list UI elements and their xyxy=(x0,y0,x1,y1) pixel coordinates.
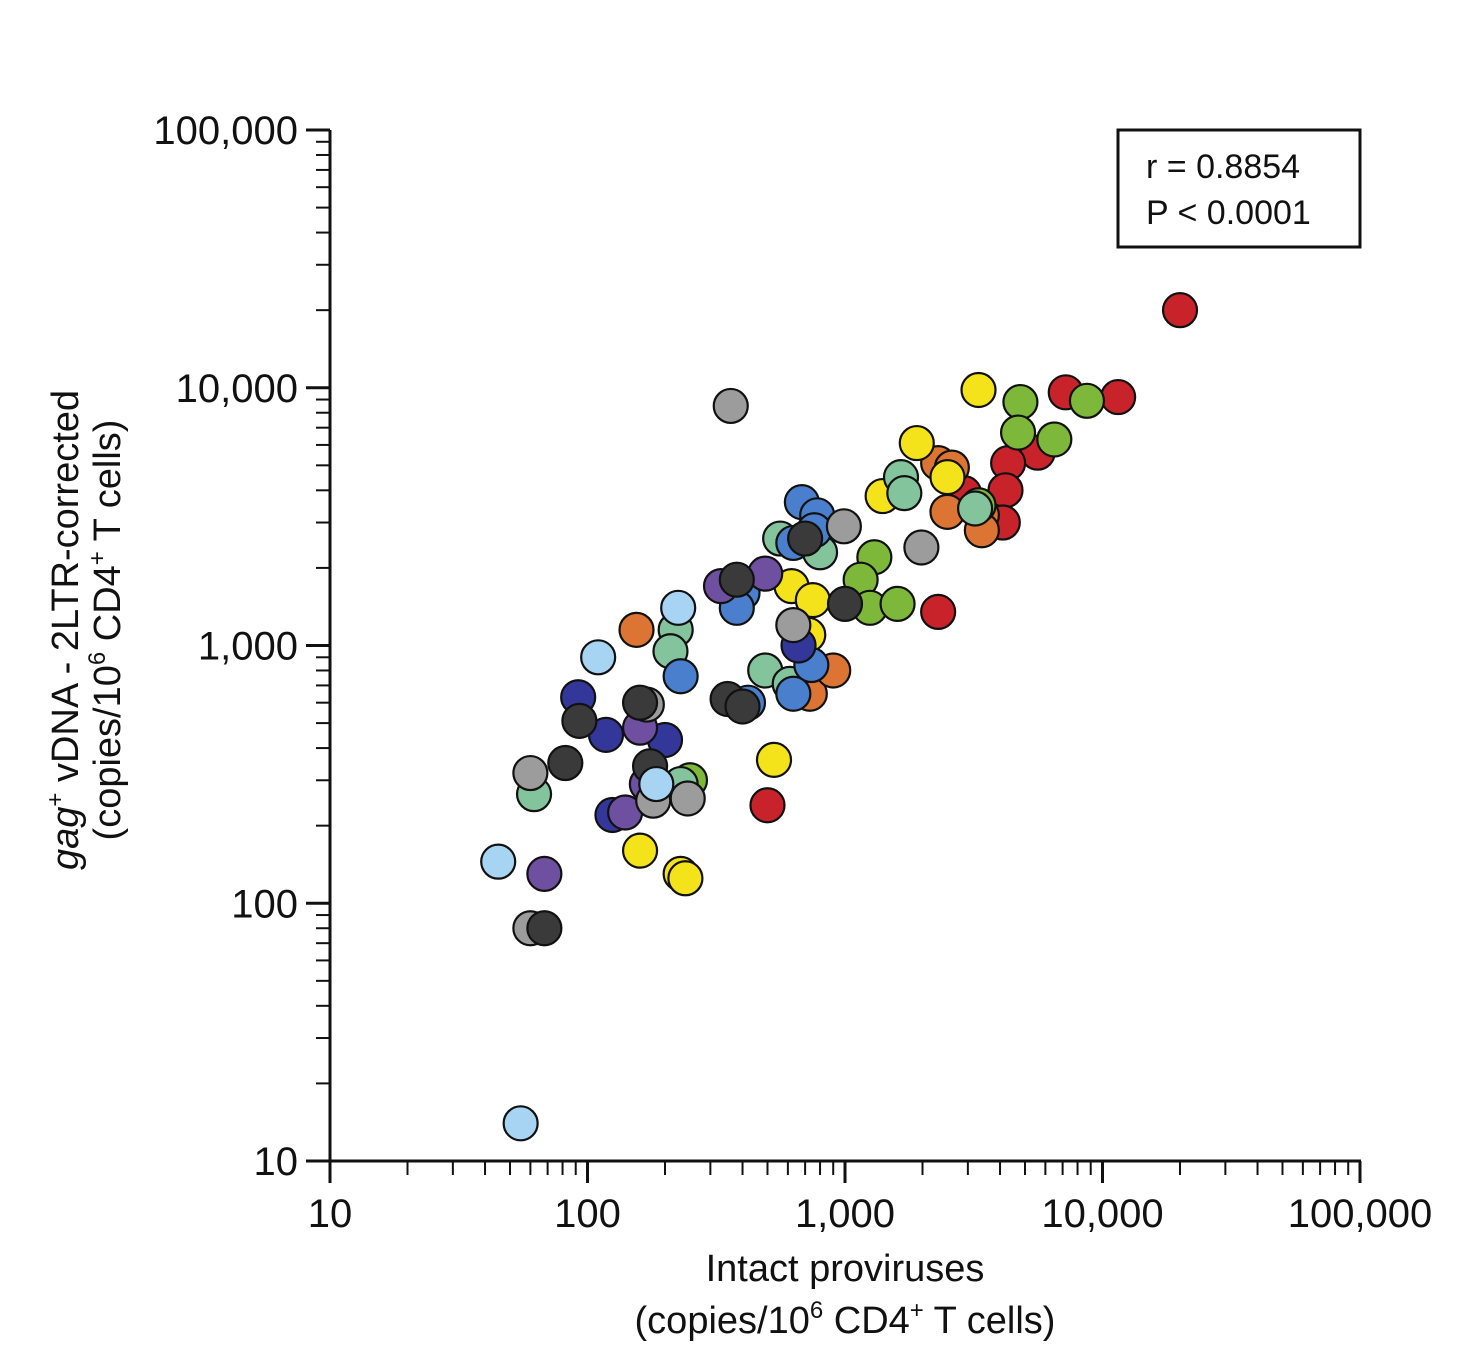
y-tick-label: 100 xyxy=(231,882,298,926)
data-point xyxy=(561,702,598,739)
data-point xyxy=(929,459,966,496)
data-point xyxy=(724,688,761,725)
data-point xyxy=(825,508,862,545)
data-point xyxy=(718,561,755,598)
data-point xyxy=(621,832,659,869)
data-point xyxy=(1002,383,1039,421)
x-tick-label: 1,000 xyxy=(795,1192,895,1236)
data-point xyxy=(526,910,563,947)
stats-r: r = 0.8854 xyxy=(1146,148,1300,186)
data-point xyxy=(1036,421,1073,458)
data-point xyxy=(775,675,812,712)
data-point xyxy=(502,1105,539,1142)
stats-box: r = 0.8854 P < 0.0001 xyxy=(1116,128,1362,249)
data-point xyxy=(638,765,675,803)
data-point xyxy=(898,424,935,462)
data-point xyxy=(712,387,749,425)
stats-box-border xyxy=(1116,128,1362,249)
data-points xyxy=(480,292,1199,1142)
y-axis-title: gag+ vDNA - 2LTR-corrected xyxy=(42,390,87,870)
data-point xyxy=(547,744,584,782)
y-axis-title-line2-group: (copies/106 CD4+ T cells) xyxy=(84,420,129,841)
data-point xyxy=(749,787,786,824)
x-axis-subtitle: (copies/106 CD4+ T cells) xyxy=(635,1297,1056,1342)
x-tick-label: 100 xyxy=(554,1192,621,1236)
data-point xyxy=(920,593,957,631)
data-point xyxy=(1068,382,1106,419)
y-axis-title-line1-group: gag+ vDNA - 2LTR-corrected xyxy=(42,390,87,870)
data-point xyxy=(960,371,997,409)
x-tick-label: 10 xyxy=(308,1192,353,1236)
stats-p: P < 0.0001 xyxy=(1146,194,1311,232)
data-point xyxy=(886,475,923,512)
y-tick-label: 1,000 xyxy=(198,625,298,669)
data-point xyxy=(956,490,994,527)
data-point xyxy=(826,585,864,623)
x-axis-title: Intact proviruses xyxy=(706,1248,985,1290)
y-tick-label: 10,000 xyxy=(176,367,298,411)
data-point xyxy=(1100,378,1137,416)
data-point xyxy=(662,658,699,695)
ticks xyxy=(306,128,1362,1183)
data-point xyxy=(621,684,659,721)
x-tick-label: 10,000 xyxy=(1041,1192,1163,1236)
data-point xyxy=(660,589,697,626)
axes xyxy=(328,130,1361,1163)
data-point xyxy=(879,585,916,623)
data-point xyxy=(787,520,824,557)
y-tick-label: 100,000 xyxy=(153,109,298,153)
y-tick-label: 10 xyxy=(254,1140,299,1184)
data-point xyxy=(618,611,655,648)
data-point xyxy=(667,860,704,897)
data-point xyxy=(775,606,812,644)
data-point xyxy=(669,780,706,817)
tick-labels: 10 100 1,000 10,000 100,000 10 100 1,000 10,000 1… xyxy=(153,109,1432,1236)
data-point xyxy=(755,741,793,778)
data-point xyxy=(512,754,549,792)
data-point xyxy=(580,639,617,676)
y-axis-subtitle: (copies/106 CD4+ T cells) xyxy=(84,420,129,841)
data-point xyxy=(526,855,563,892)
x-axis-title-line1: Intact proviruses xyxy=(706,1248,985,1290)
data-point xyxy=(480,843,517,880)
data-point xyxy=(999,414,1037,451)
data-point xyxy=(903,529,940,566)
x-tick-label: 100,000 xyxy=(1288,1192,1433,1236)
data-point xyxy=(1161,292,1199,329)
